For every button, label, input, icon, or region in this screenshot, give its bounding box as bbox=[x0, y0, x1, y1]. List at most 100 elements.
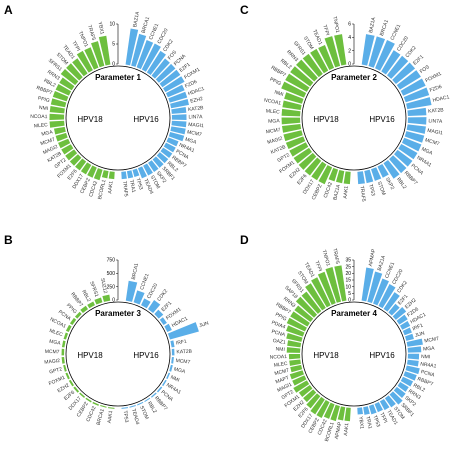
bar-hpv16-apmap bbox=[361, 267, 374, 302]
bar-hpv18-rrn3 bbox=[294, 305, 314, 323]
gene-label: STOM bbox=[138, 405, 149, 421]
gene-label: PPIG bbox=[37, 95, 50, 104]
gene-label: MCM7 bbox=[45, 349, 60, 356]
bar-hpv18-rbl2 bbox=[55, 84, 72, 96]
gene-label: SKP2 bbox=[384, 177, 396, 191]
gene-label: BRCA1 bbox=[96, 408, 106, 426]
gene-label: MGA bbox=[173, 366, 186, 375]
bar-hpv16-tead1 bbox=[379, 398, 390, 411]
bar-hpv18-ppig bbox=[286, 317, 307, 332]
bar-hpv18-magi1 bbox=[292, 375, 307, 386]
bar-hpv16-e2f1 bbox=[388, 303, 400, 316]
bar-hpv18-foxm1 bbox=[65, 372, 70, 380]
gene-label: BCORL1 bbox=[97, 179, 107, 200]
bar-hpv18-nmi bbox=[286, 347, 301, 353]
bar-hpv18-sfrs1 bbox=[301, 291, 322, 314]
bar-hpv16-magi1 bbox=[171, 120, 187, 128]
gene-label: OAZ1 bbox=[272, 338, 286, 346]
bar-hpv16-stom bbox=[137, 401, 144, 406]
bar-hpv18-mcm7 bbox=[290, 364, 303, 373]
bar-hpv16-nr4a1 bbox=[398, 144, 418, 160]
bar-hpv16-mga bbox=[401, 137, 422, 152]
gene-label: LIN7A bbox=[189, 114, 204, 120]
gene-label: NCOA1 bbox=[270, 354, 288, 361]
bar-hpv16-baz1a bbox=[361, 34, 375, 66]
bar-hpv18-pcna bbox=[69, 317, 77, 325]
bar-hpv16-ezh2 bbox=[392, 307, 407, 320]
gene-label: PDIA4 bbox=[270, 320, 286, 331]
bar-hpv16-foxm1 bbox=[400, 78, 426, 96]
gene-label: NMI bbox=[421, 354, 430, 360]
gene-label: STOM bbox=[376, 181, 387, 197]
gene-label: TNPO1 bbox=[331, 16, 340, 34]
bar-hpv18-foxm1 bbox=[293, 147, 312, 164]
tick-label: 4 bbox=[348, 35, 351, 41]
bar-hpv18-rbbp7 bbox=[52, 91, 69, 102]
gene-label: TNPO1 bbox=[321, 249, 331, 267]
tick-label: 0 bbox=[348, 62, 351, 68]
bar-hpv16-kat2b bbox=[407, 107, 427, 116]
bar-hpv16-mga bbox=[407, 346, 422, 353]
gene-label: RBL2 bbox=[43, 78, 57, 89]
gene-label: KAT2B bbox=[428, 107, 445, 114]
bar-hpv16-jun bbox=[405, 333, 414, 341]
bar-hpv18-cdc42 bbox=[93, 168, 103, 181]
bar-hpv18-cebpz bbox=[318, 165, 333, 185]
gene-label: MCM7 bbox=[187, 129, 203, 138]
bar-hpv18-ppig bbox=[50, 98, 67, 108]
bar-hpv18-foxm1 bbox=[69, 154, 82, 166]
gene-label: RBL2 bbox=[146, 401, 158, 415]
bar-hpv18-mga bbox=[61, 340, 66, 348]
bar-hpv18-ppig bbox=[74, 311, 82, 319]
gene-label: FOS bbox=[167, 49, 179, 61]
bar-group: BAZ1A BRCA1CCNE1CDC20CDK2FOSPCNAE2F1FOXM1… bbox=[30, 10, 205, 200]
bar-hpv16-pcna bbox=[155, 63, 176, 83]
bar-hpv16-cdk2 bbox=[383, 292, 400, 312]
gene-label: MCM7 bbox=[175, 358, 191, 366]
gene-label: TP53 bbox=[367, 184, 376, 197]
bar-hpv18-tnpo1 bbox=[334, 34, 347, 66]
bar-hpv16-mga bbox=[168, 131, 185, 142]
gene-label: MAGI2 bbox=[267, 136, 284, 146]
bar-hpv16-tp53 bbox=[132, 168, 140, 178]
bar-hpv16-nr4a1 bbox=[166, 137, 179, 147]
bar-hpv16-lin7a bbox=[407, 117, 427, 125]
axis-circle bbox=[301, 65, 407, 171]
gene-label: MAPT bbox=[275, 375, 290, 385]
bar-hpv16-cdc20 bbox=[378, 284, 396, 309]
bar-hpv16-mga bbox=[169, 364, 173, 372]
bar-hpv16-fos bbox=[151, 58, 170, 79]
group-label-hpv16: HPV16 bbox=[133, 351, 159, 360]
bar-hpv18-mlec bbox=[49, 120, 65, 128]
bar-hpv16-hdac1 bbox=[164, 323, 172, 333]
gene-label: BRCA1 bbox=[141, 16, 152, 34]
bar-hpv16-tra1 bbox=[126, 170, 134, 179]
bar-hpv18-ncoa1 bbox=[288, 353, 301, 360]
bar-hpv16-irf1 bbox=[170, 340, 175, 348]
gene-label: AAK1 bbox=[342, 185, 349, 199]
bar-hpv16-hdac1 bbox=[399, 321, 411, 330]
gene-label: CDK2 bbox=[156, 288, 169, 302]
gene-label: MAGI2 bbox=[44, 358, 60, 366]
gene-label: MCM7 bbox=[40, 137, 56, 147]
bar-hpv18-cdc42 bbox=[328, 167, 339, 182]
bar-hpv16-srbf1 bbox=[389, 391, 403, 405]
gene-label: CCNE1 bbox=[139, 273, 151, 291]
gene-label: JUN bbox=[198, 320, 210, 329]
bar-hpv18-sfrs1 bbox=[94, 297, 103, 305]
bar-hpv18-tead1 bbox=[311, 277, 331, 308]
gene-label: FOXM1 bbox=[424, 71, 442, 84]
bar-hpv16-nmi bbox=[407, 353, 420, 360]
bar-hpv16-rbl2 bbox=[400, 376, 414, 387]
panel-letter: C bbox=[240, 3, 249, 17]
bar-hpv18-kat2b bbox=[285, 136, 306, 150]
bar-hpv18-mga bbox=[53, 126, 66, 135]
gene-label: PCNA bbox=[271, 329, 287, 339]
gene-label: BRCA1 bbox=[379, 19, 390, 37]
bar-hpv18-rbbp7 bbox=[290, 311, 310, 327]
bar-hpv18-stom bbox=[305, 283, 326, 311]
gene-label: MAGI1 bbox=[427, 128, 444, 137]
tick-label: 250 bbox=[107, 284, 116, 290]
bar-hpv16-kat2b bbox=[171, 348, 175, 356]
bar-hpv18-e2f6 bbox=[75, 158, 87, 171]
